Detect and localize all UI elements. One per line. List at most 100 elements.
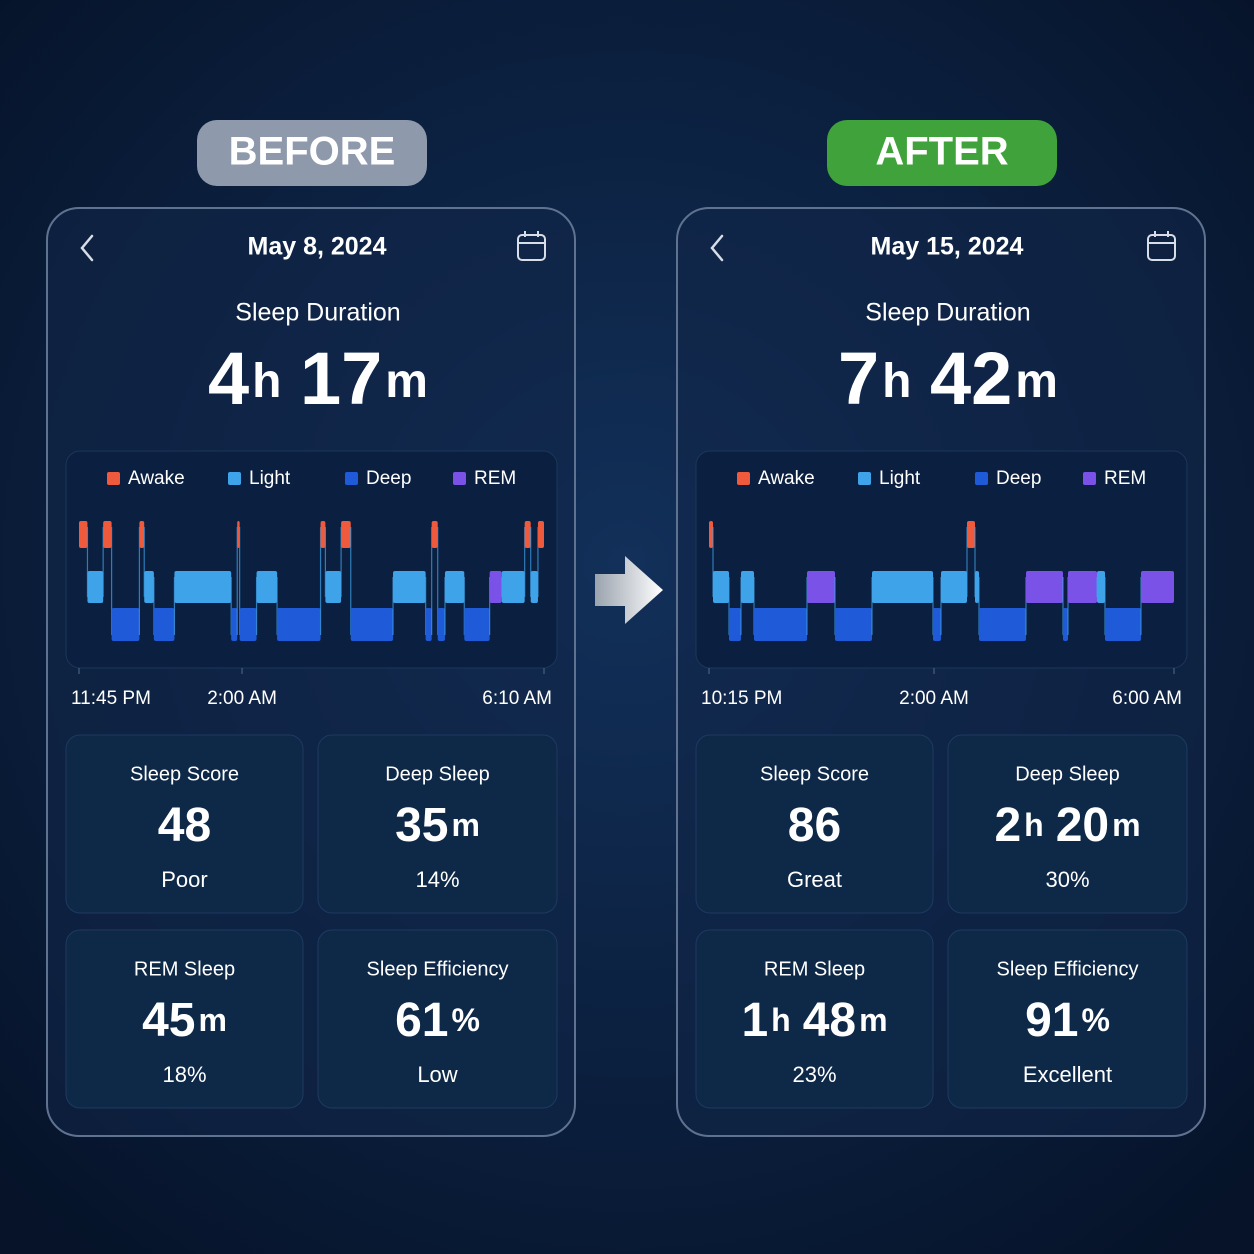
card-label: Deep Sleep xyxy=(385,763,490,785)
stage-segment xyxy=(807,571,835,603)
stat-card xyxy=(317,734,558,914)
stage-segment xyxy=(537,521,544,548)
date: May 8, 2024 xyxy=(248,233,387,261)
card-label: Sleep Score xyxy=(130,763,239,785)
stage-segment xyxy=(709,521,713,548)
number: 61 xyxy=(395,994,448,1047)
date: May 15, 2024 xyxy=(871,233,1024,261)
stage-segment xyxy=(239,608,257,641)
stage-segment xyxy=(444,571,465,603)
legend-swatch xyxy=(858,472,871,485)
calendar-icon xyxy=(517,231,546,261)
stage-segment xyxy=(1141,571,1174,603)
sleep-duration: 7h 42m xyxy=(838,337,1058,420)
card-value: 2h 20m xyxy=(994,799,1140,852)
card-note: Low xyxy=(417,1062,457,1087)
stat-card xyxy=(947,734,1188,914)
card-note: 14% xyxy=(415,867,459,892)
legend-swatch xyxy=(453,472,466,485)
stage-segment xyxy=(350,608,394,641)
stage-segment xyxy=(489,571,502,603)
sleep-duration: 4h 17m xyxy=(208,337,428,420)
stage-segment xyxy=(530,571,538,603)
number: 2 xyxy=(994,799,1021,852)
stage-segment xyxy=(174,571,232,603)
card-value: 48 xyxy=(158,799,211,852)
x-tick-label: 2:00 AM xyxy=(207,688,277,709)
card-value: 35m xyxy=(395,799,480,852)
unit: % xyxy=(1081,1002,1109,1038)
card-note: 30% xyxy=(1045,867,1089,892)
stage-segment xyxy=(320,521,326,548)
stage-segment xyxy=(79,521,88,548)
legend-swatch xyxy=(975,472,988,485)
stage-segment xyxy=(144,571,154,603)
legend-label: Light xyxy=(249,468,291,489)
card-value: 45m xyxy=(142,994,227,1047)
number: 42 xyxy=(930,337,1012,420)
card-value: 86 xyxy=(788,799,841,852)
badge xyxy=(197,120,427,186)
stage-segment xyxy=(1097,571,1105,603)
stage-segment xyxy=(153,608,175,641)
card-note: 23% xyxy=(792,1062,836,1087)
card-label: Sleep Score xyxy=(760,763,869,785)
x-tick-label: 6:10 AM xyxy=(482,688,552,709)
stage-segment xyxy=(967,521,975,548)
stage-segment xyxy=(1105,608,1141,641)
stage-segment xyxy=(103,521,112,548)
card-label: Sleep Efficiency xyxy=(367,958,509,980)
unit: m xyxy=(451,807,479,843)
unit: m xyxy=(198,1002,226,1038)
stage-segment xyxy=(237,521,240,548)
legend-label: REM xyxy=(1104,468,1146,489)
stage-segment xyxy=(341,521,351,548)
stage-segment xyxy=(111,608,140,641)
legend-swatch xyxy=(345,472,358,485)
number: 7 xyxy=(838,337,879,420)
card-value: 91% xyxy=(1025,994,1110,1047)
number: 45 xyxy=(142,994,195,1047)
stage-segment xyxy=(754,608,807,641)
stat-card xyxy=(695,734,934,914)
back-button xyxy=(80,234,94,262)
number: 48 xyxy=(158,799,211,852)
legend-swatch xyxy=(737,472,750,485)
number: 1 xyxy=(741,994,768,1047)
number: 91 xyxy=(1025,994,1078,1047)
stat-card xyxy=(695,929,934,1109)
x-tick-label: 6:00 AM xyxy=(1112,688,1182,709)
card-value: 61% xyxy=(395,994,480,1047)
unit: m xyxy=(1015,355,1058,408)
unit: m xyxy=(385,355,428,408)
legend-label: Awake xyxy=(128,468,185,489)
stat-card xyxy=(65,929,304,1109)
x-tick-label: 2:00 AM xyxy=(899,688,969,709)
legend-swatch xyxy=(1083,472,1096,485)
stage-segment xyxy=(979,608,1026,641)
badge-label: BEFORE xyxy=(229,130,396,174)
unit: h xyxy=(1024,807,1044,843)
x-tick-label: 11:45 PM xyxy=(71,688,151,709)
unit: h xyxy=(252,355,281,408)
legend-label: Deep xyxy=(996,468,1041,489)
stage-segment xyxy=(139,521,145,548)
stage-segment xyxy=(431,521,438,548)
card-note: Great xyxy=(787,867,842,892)
stage-segment xyxy=(729,608,741,641)
legend-swatch xyxy=(228,472,241,485)
number: 4 xyxy=(208,337,249,420)
stage-segment xyxy=(464,608,490,641)
stage-segment xyxy=(1068,571,1097,603)
stage-segment xyxy=(256,571,278,603)
badge xyxy=(827,120,1057,186)
card-note: Poor xyxy=(161,867,207,892)
number: 48 xyxy=(803,994,856,1047)
legend-swatch xyxy=(107,472,120,485)
stage-segment xyxy=(277,608,321,641)
card-value: 1h 48m xyxy=(741,994,887,1047)
duration-label: Sleep Duration xyxy=(235,299,400,327)
stage-segment xyxy=(325,571,342,603)
stage-segment xyxy=(231,608,238,641)
